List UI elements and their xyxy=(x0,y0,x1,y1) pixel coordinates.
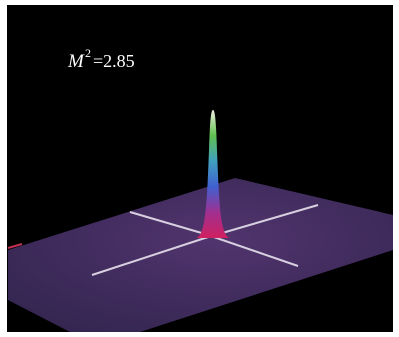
annotation-text: =2.85 xyxy=(93,51,135,71)
annotation-superscript: 2 xyxy=(85,46,91,60)
annotation-symbol: M xyxy=(67,51,85,72)
figure: M 2 =2.85 xyxy=(0,0,399,337)
